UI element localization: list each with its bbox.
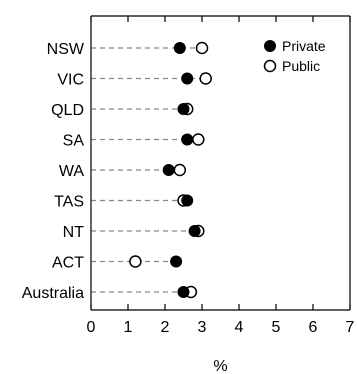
x-tick-label: 5 xyxy=(272,319,281,336)
private-marker xyxy=(181,133,194,146)
public-marker xyxy=(192,133,205,146)
leader-lines xyxy=(91,47,206,293)
x-tick-label: 0 xyxy=(87,319,96,336)
category-labels: NSW VIC QLD SA WA TAS NT ACT Australia xyxy=(22,41,85,302)
category-label: TAS xyxy=(54,194,84,211)
x-tick-label: 6 xyxy=(309,319,318,336)
private-marker xyxy=(177,286,190,298)
legend: Private Public xyxy=(263,38,326,74)
public-marker xyxy=(199,72,212,85)
private-marker xyxy=(162,164,175,176)
legend-private-label: Private xyxy=(282,38,326,54)
data-markers xyxy=(129,41,212,299)
public-marker xyxy=(173,163,187,177)
x-tick-label: 7 xyxy=(346,319,355,336)
category-label: SA xyxy=(63,133,85,150)
legend-public-marker xyxy=(263,59,277,73)
category-label: ACT xyxy=(52,255,84,272)
private-marker xyxy=(188,225,201,237)
private-marker xyxy=(181,194,194,207)
x-tick-label: 1 xyxy=(124,319,133,336)
private-marker xyxy=(170,255,183,268)
x-tick-label: 2 xyxy=(161,319,170,336)
axes xyxy=(90,15,351,311)
x-axis-ticks: 0 1 2 3 4 5 6 7 xyxy=(87,16,355,336)
category-label: NSW xyxy=(47,41,85,58)
private-marker xyxy=(173,42,186,54)
category-label: NT xyxy=(63,224,85,241)
public-marker xyxy=(195,41,209,55)
public-marker xyxy=(129,255,142,268)
legend-public-label: Public xyxy=(282,58,320,74)
category-label: QLD xyxy=(51,102,84,119)
x-tick-label: 4 xyxy=(235,319,244,336)
legend-private-marker xyxy=(264,40,276,52)
private-marker xyxy=(177,103,190,115)
category-label: VIC xyxy=(57,72,84,89)
x-tick-label: 3 xyxy=(198,319,207,336)
category-label: WA xyxy=(59,163,85,180)
x-axis-title: % xyxy=(213,358,227,374)
category-label: Australia xyxy=(22,285,84,302)
private-marker xyxy=(181,72,194,85)
